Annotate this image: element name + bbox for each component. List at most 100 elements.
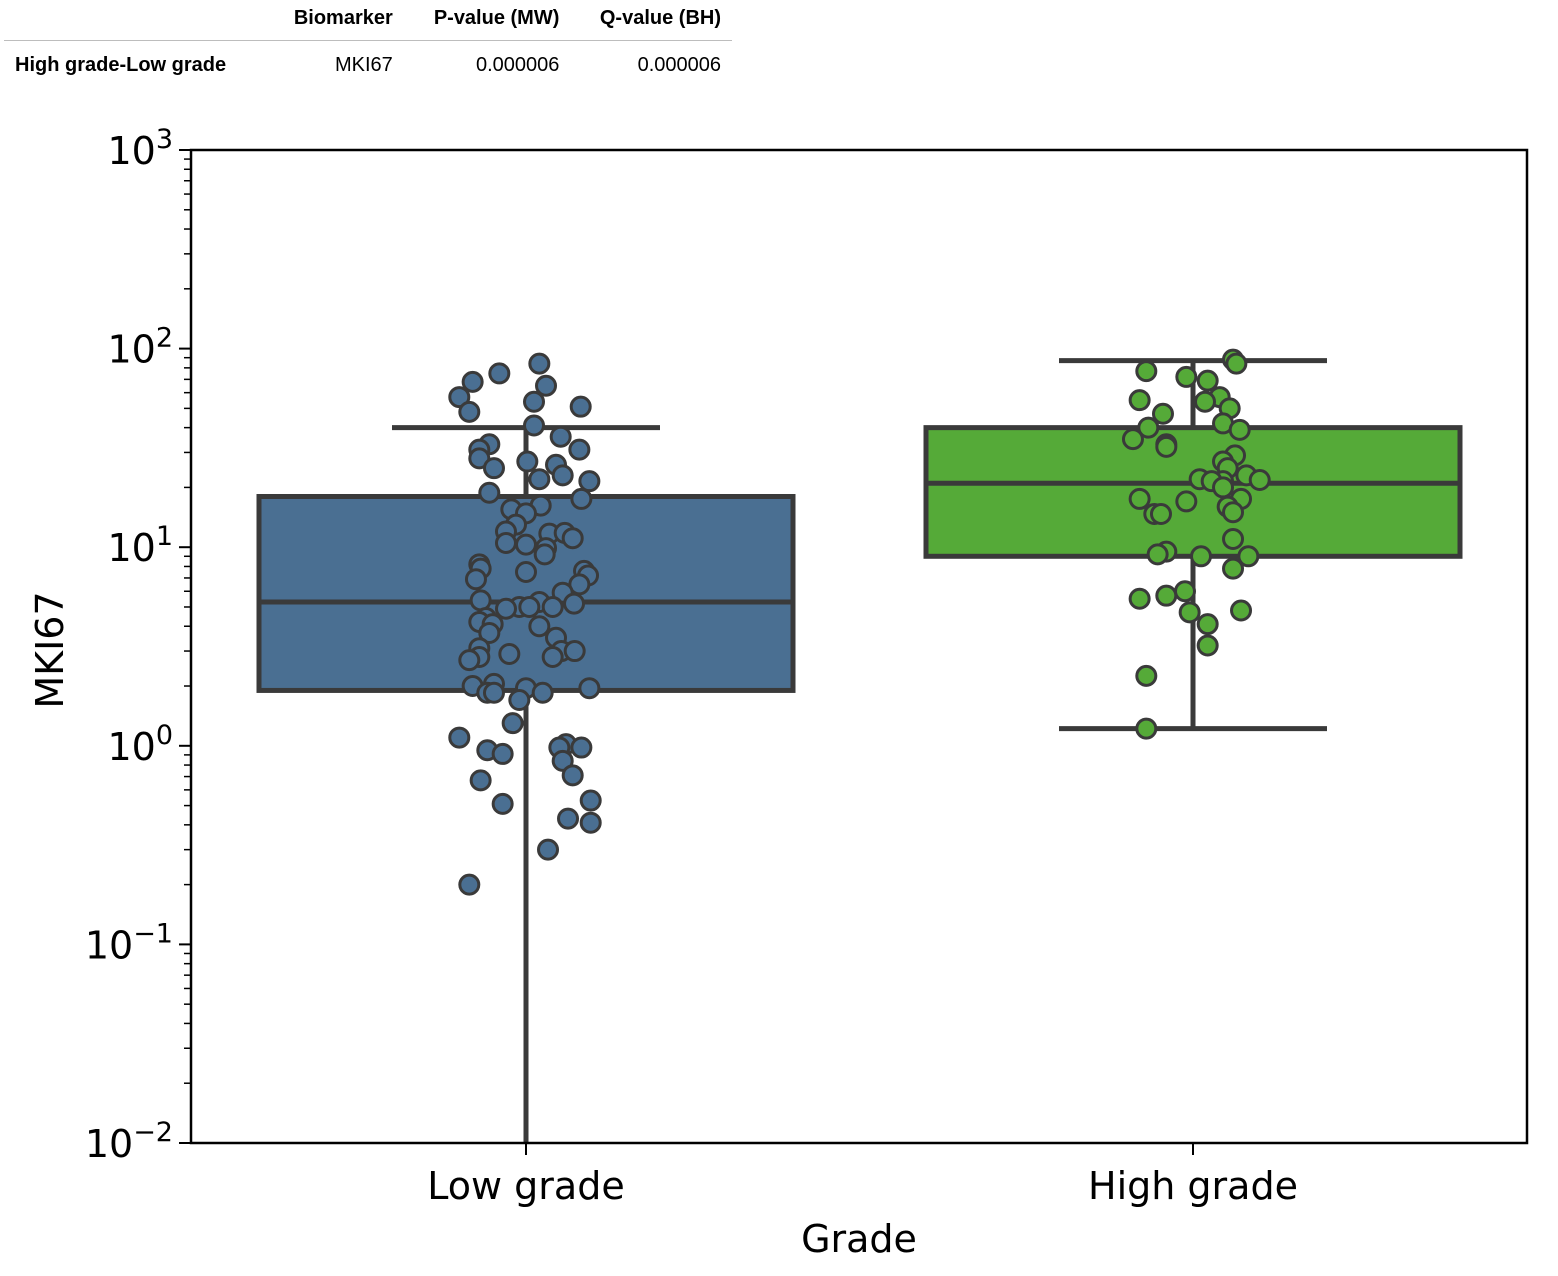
data-point xyxy=(515,561,537,584)
plot-frame xyxy=(189,148,1529,1145)
y-tick-label-exponent: −2 xyxy=(133,1117,173,1148)
data-point xyxy=(523,414,546,437)
data-point xyxy=(1178,601,1201,624)
y-tick-label: 102 xyxy=(107,323,173,372)
boxes xyxy=(256,358,1463,1143)
data-point xyxy=(482,457,505,480)
y-tick-label-exponent: 0 xyxy=(156,720,173,751)
data-point xyxy=(1128,487,1151,510)
data-point xyxy=(1146,543,1169,566)
y-tick-label-exponent: −1 xyxy=(133,918,173,949)
box-group xyxy=(923,358,1463,732)
data-point xyxy=(469,589,492,612)
data-point xyxy=(494,531,517,554)
data-point xyxy=(528,352,551,375)
y-tick-label: 10−1 xyxy=(85,918,173,967)
data-point xyxy=(549,425,572,448)
data-point xyxy=(570,736,593,759)
row-label: High grade-Low grade xyxy=(15,53,227,76)
data-point xyxy=(568,438,591,461)
data-point xyxy=(551,464,574,487)
data-point xyxy=(563,592,586,615)
cell-biomarker: MKI67 xyxy=(334,53,393,76)
data-point xyxy=(448,726,471,749)
data-point xyxy=(448,386,471,409)
data-point xyxy=(501,712,524,735)
data-point xyxy=(1190,545,1213,568)
data-point xyxy=(523,390,546,413)
data-point xyxy=(468,447,491,470)
y-tick-label-exponent: 3 xyxy=(156,124,173,155)
data-point xyxy=(1155,435,1178,458)
data-point xyxy=(1222,501,1245,524)
data-point xyxy=(1230,599,1253,622)
data-point xyxy=(570,487,593,510)
y-tick-label: 100 xyxy=(107,720,173,769)
data-point xyxy=(469,769,492,792)
y-tick-label-base: 10 xyxy=(85,1122,133,1166)
y-tick-label-base: 10 xyxy=(107,725,155,769)
data-point xyxy=(488,362,511,385)
data-point xyxy=(458,400,481,423)
data-point xyxy=(533,543,556,566)
data-point xyxy=(494,597,517,620)
column-header-biomarker: Biomarker xyxy=(267,0,404,41)
y-tick-label: 10−2 xyxy=(85,1117,173,1166)
data-point xyxy=(1151,402,1174,425)
data-point xyxy=(1121,428,1144,451)
data-point xyxy=(478,621,501,644)
data-point xyxy=(561,527,584,550)
data-point xyxy=(461,370,484,393)
data-point xyxy=(531,681,554,704)
data-point xyxy=(491,742,514,765)
data-point xyxy=(541,595,564,618)
data-point xyxy=(1135,360,1158,383)
data-point xyxy=(563,640,586,663)
data-point xyxy=(551,749,574,772)
y-tick-label-base: 10 xyxy=(107,526,155,570)
data-point xyxy=(1222,527,1245,550)
column-header-q-value: Q-value (BH) xyxy=(570,0,732,41)
data-point xyxy=(528,468,551,491)
y-tick-label-exponent: 1 xyxy=(156,521,173,552)
data-point xyxy=(1173,580,1196,603)
data-point xyxy=(508,689,531,712)
table-header-row: Biomarker P-value (MW) Q-value (BH) xyxy=(4,0,732,41)
axis-labels: Grade MKI67 xyxy=(28,591,917,1261)
data-point xyxy=(1135,717,1158,740)
data-point xyxy=(1194,390,1217,413)
data-point xyxy=(1196,634,1219,657)
x-tick-label: Low grade xyxy=(427,1164,624,1208)
data-point xyxy=(1128,587,1151,610)
y-axis-label: MKI67 xyxy=(28,591,72,708)
x-tick-label: High grade xyxy=(1088,1164,1298,1208)
data-point xyxy=(535,374,558,397)
data-point xyxy=(518,595,541,618)
data-point xyxy=(1222,557,1245,580)
data-point xyxy=(1212,476,1235,499)
data-point xyxy=(464,568,487,591)
cell-p-value: 0.000006 xyxy=(475,53,560,76)
data-point xyxy=(491,792,514,815)
data-point xyxy=(482,681,505,704)
data-point xyxy=(528,615,551,638)
x-axis-label: Grade xyxy=(801,1217,917,1261)
data-point xyxy=(578,470,601,493)
data-point xyxy=(498,642,521,665)
data-point xyxy=(515,533,537,556)
data-point xyxy=(1137,416,1160,439)
data-point xyxy=(458,649,481,672)
data-point xyxy=(561,764,584,787)
data-point xyxy=(478,481,501,504)
data-point xyxy=(458,873,481,896)
data-point xyxy=(569,395,592,418)
data-point xyxy=(541,645,564,668)
cell-q-value: 0.000006 xyxy=(637,53,721,76)
data-point xyxy=(1175,365,1198,388)
data-point xyxy=(1135,664,1158,687)
data-point xyxy=(1248,468,1271,491)
data-point xyxy=(1155,584,1178,607)
column-header-p-value: P-value (MW) xyxy=(403,0,571,41)
